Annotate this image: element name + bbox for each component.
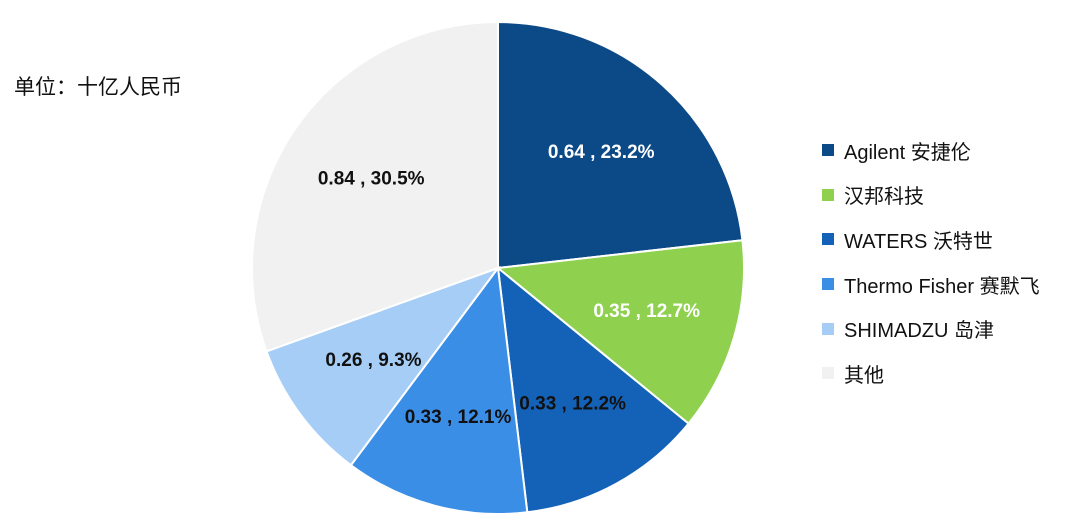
- legend-label: Agilent 安捷伦: [844, 141, 971, 164]
- legend-swatch: [822, 278, 834, 291]
- slice-data-label: 0.26 , 9.3%: [325, 350, 421, 371]
- legend: Agilent 安捷伦 汉邦科技 WATERS 沃特世 Thermo Fisher 赛…: [822, 128, 1040, 396]
- pie-slice-1: [497, 20, 744, 270]
- legend-label: WATERS 沃特世: [844, 230, 993, 253]
- legend-swatch: [822, 233, 834, 246]
- legend-item: WATERS 沃特世: [822, 217, 1040, 262]
- legend-swatch: [822, 144, 834, 157]
- legend-label: 其他: [844, 364, 884, 387]
- slice-data-label: 0.64 , 23.2%: [548, 142, 655, 163]
- legend-swatch: [822, 367, 834, 380]
- legend-label: SHIMADZU 岛津: [844, 320, 994, 343]
- pie-slice-6: [251, 20, 499, 353]
- legend-swatch: [822, 322, 834, 335]
- pie-slice-5: [265, 265, 501, 467]
- legend-swatch: [822, 188, 834, 201]
- slice-data-label: 0.84 , 30.5%: [318, 168, 425, 189]
- pie-slice-3: [496, 265, 690, 514]
- unit-label: 单位：十亿人民币: [14, 76, 182, 99]
- legend-label: Thermo Fisher 赛默飞: [844, 275, 1040, 298]
- slice-data-label: 0.33 , 12.2%: [519, 393, 626, 414]
- legend-label: 汉邦科技: [844, 186, 924, 209]
- legend-item: Thermo Fisher 赛默飞: [822, 262, 1040, 307]
- legend-item: 汉邦科技: [822, 173, 1040, 218]
- pie-slice-2: [495, 239, 745, 426]
- slice-data-label: 0.33 , 12.1%: [405, 407, 512, 428]
- legend-item: 其他: [822, 351, 1040, 396]
- legend-item: Agilent 安捷伦: [822, 128, 1040, 173]
- legend-item: SHIMADZU 岛津: [822, 306, 1040, 351]
- pie-slice-4: [349, 265, 529, 515]
- slice-data-label: 0.35 , 12.7%: [593, 301, 700, 322]
